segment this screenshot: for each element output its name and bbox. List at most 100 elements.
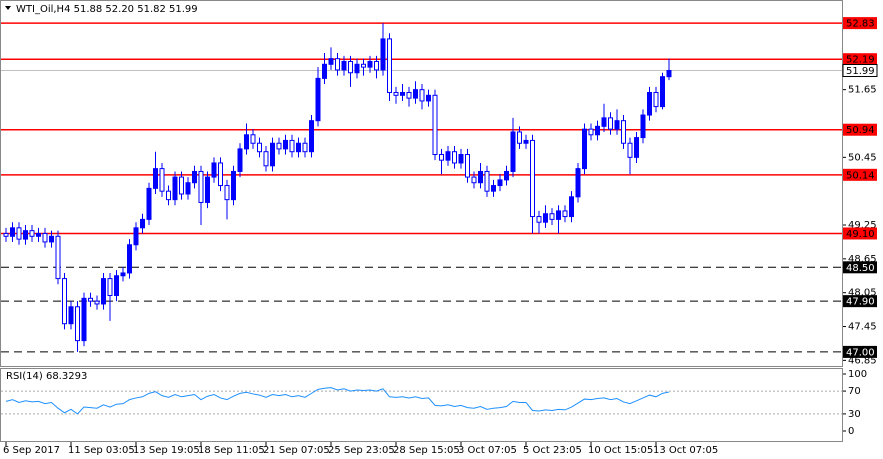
rsi-line: [5, 387, 670, 415]
x-tick-label: 21 Sep 07:05: [263, 445, 330, 456]
candle-body: [283, 139, 288, 150]
candle-body: [569, 196, 574, 218]
candle-body: [10, 227, 15, 237]
candle-body: [49, 235, 54, 243]
candle-body: [575, 168, 581, 198]
level-box: [843, 295, 877, 308]
candle-body: [68, 306, 74, 325]
level-box: [843, 123, 877, 136]
candle-body: [640, 114, 646, 139]
candle-body: [75, 306, 80, 342]
level-box: [843, 227, 877, 240]
level-label: 50.14: [846, 170, 875, 181]
x-tick-label: 13 Oct 07:05: [653, 445, 718, 456]
candle-body: [88, 297, 93, 302]
candle-body: [504, 170, 509, 181]
y-tick-label: 49.25: [848, 220, 877, 231]
x-tick-label: 10 Oct 15:05: [588, 445, 653, 456]
x-tick-label: 5 Oct 23:05: [523, 445, 582, 456]
candle-body: [309, 120, 314, 153]
candle-body: [166, 190, 171, 201]
candle-body: [608, 117, 613, 130]
candle-body: [107, 278, 113, 297]
candle-body: [621, 120, 626, 144]
candle-body: [354, 63, 360, 74]
candle-body: [497, 179, 503, 187]
candle-body: [419, 89, 425, 102]
level-label: 48.50: [846, 263, 875, 274]
candle-body: [458, 154, 464, 164]
candle-body: [380, 38, 386, 71]
candle-body: [62, 278, 67, 325]
candle-body: [393, 91, 399, 96]
candle-body: [172, 176, 178, 201]
price-pane: [0, 0, 843, 367]
candle-body: [146, 187, 152, 220]
candle-body: [276, 142, 282, 150]
candle-body: [3, 232, 9, 237]
candle-body: [335, 58, 340, 71]
candle-body: [582, 128, 587, 170]
candle-body: [94, 300, 100, 305]
candle-body: [153, 168, 158, 189]
candle-body: [16, 227, 22, 240]
candle-body: [55, 235, 61, 280]
header-arrow: [5, 6, 11, 10]
rsi-tick-label: 70: [848, 386, 861, 397]
candle-body: [237, 148, 243, 172]
candle-body: [302, 142, 308, 153]
candle-body: [374, 60, 379, 71]
level-box: [843, 345, 877, 358]
candle-body: [185, 182, 191, 195]
rsi-tick-label: 0: [848, 426, 854, 437]
level-box: [843, 17, 877, 30]
candle-body: [439, 154, 444, 161]
candle-body: [127, 244, 132, 274]
candle-body: [634, 137, 639, 158]
candle-body: [263, 151, 269, 167]
candle-body: [23, 230, 28, 240]
rsi-tick-label: 30: [848, 409, 861, 420]
y-tick-label: 46.85: [848, 355, 877, 366]
y-tick-label: 48.65: [848, 254, 877, 265]
candle-body: [543, 213, 548, 223]
candle-body: [101, 278, 106, 305]
candle-body: [536, 216, 542, 223]
x-tick-label: 18 Sep 11:05: [198, 445, 265, 456]
candle-body: [270, 142, 275, 167]
candle-body: [348, 60, 353, 74]
candle-body: [192, 170, 197, 184]
candle-body: [413, 89, 418, 99]
candle-body: [367, 60, 373, 68]
candle-body: [231, 170, 236, 201]
candle-body: [140, 218, 145, 229]
candle-body: [653, 91, 659, 108]
rsi-pane: [0, 368, 843, 442]
candle-body: [549, 213, 555, 220]
y-tick-label: 48.05: [848, 288, 877, 299]
x-tick-label: 11 Sep 03:05: [68, 445, 135, 456]
candle-body: [81, 297, 87, 342]
candle-body: [426, 94, 431, 102]
candle-body: [341, 60, 347, 71]
level-box: [843, 261, 877, 274]
candle-body: [205, 176, 210, 203]
x-tick-label: 6 Sep 2017: [3, 445, 60, 456]
candle-body: [471, 176, 477, 184]
candle-body: [478, 170, 483, 184]
x-tick-label: 3 Oct 07:05: [458, 445, 517, 456]
candle-body: [289, 139, 295, 153]
level-label: 50.94: [846, 125, 875, 136]
candle-body: [296, 142, 301, 153]
candle-body: [595, 125, 600, 136]
level-label: 52.19: [846, 55, 875, 66]
candle-body: [588, 128, 594, 136]
candle-body: [432, 94, 438, 156]
candle-body: [517, 131, 522, 144]
candle-body: [660, 76, 665, 108]
level-label: 47.90: [846, 297, 875, 308]
candle-body: [484, 170, 490, 192]
y-tick-label: 47.45: [848, 322, 877, 333]
candle-body: [250, 134, 256, 144]
candle-body: [445, 151, 451, 161]
